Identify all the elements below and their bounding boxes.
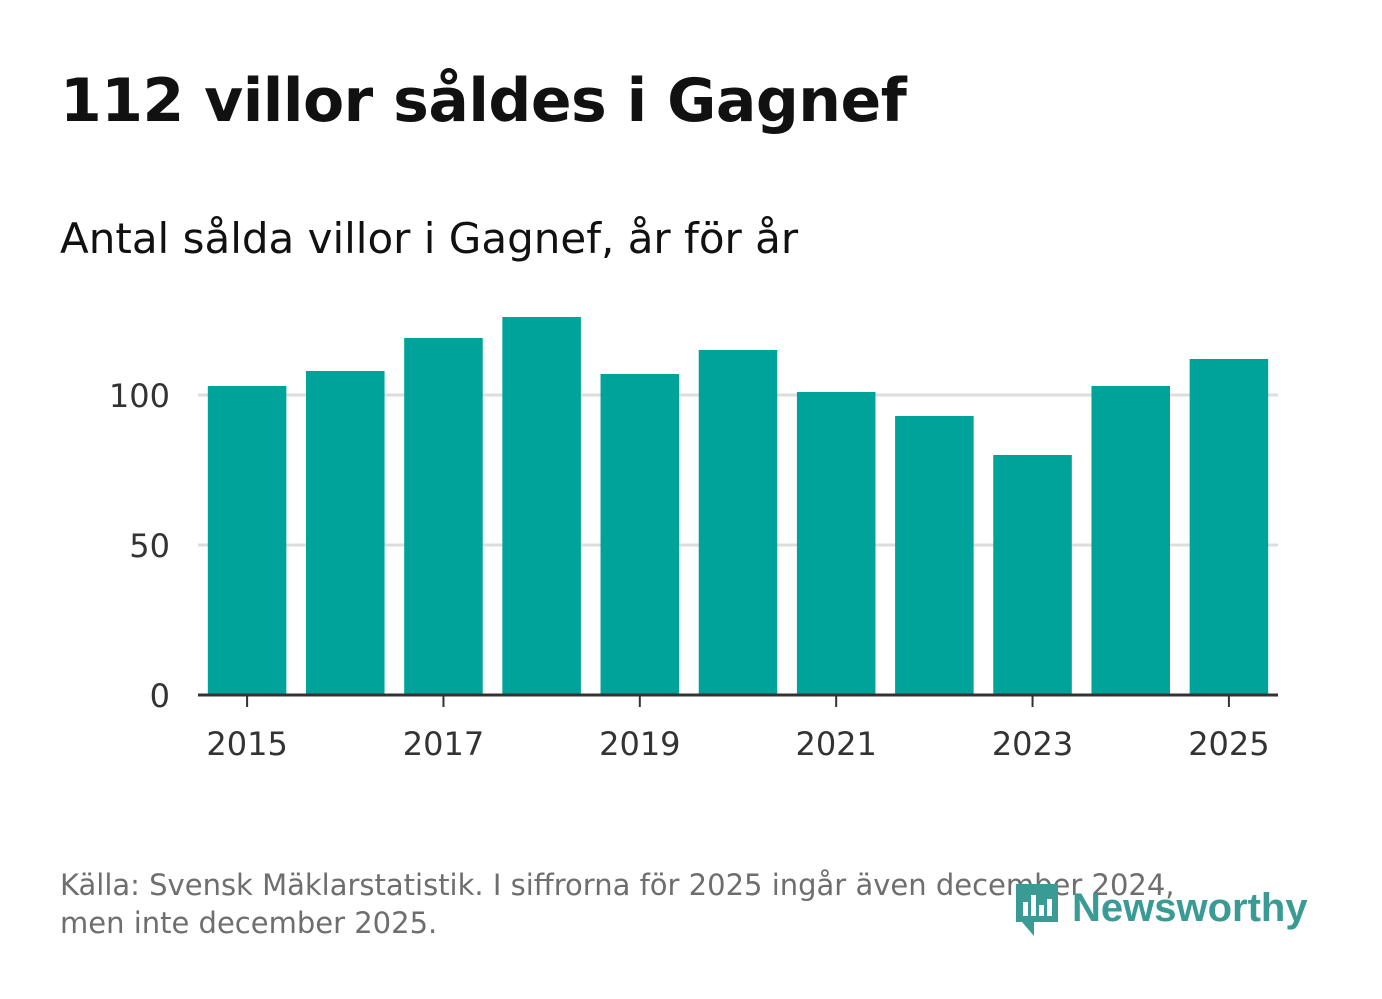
y-tick-label-50: 50 — [129, 527, 170, 565]
bar-2022 — [895, 416, 974, 695]
y-tick-label-0: 0 — [150, 677, 170, 715]
bar-2015 — [207, 386, 287, 695]
bar-2016 — [306, 371, 385, 695]
y-tick-label-100: 100 — [109, 377, 170, 415]
newsworthy-logo-icon — [1016, 884, 1058, 936]
x-tick-label-2025: 2025 — [1188, 725, 1269, 763]
brand-name: Newsworthy — [1072, 885, 1308, 930]
bar-2025 — [1189, 359, 1269, 695]
bar-2023 — [993, 455, 1072, 695]
bar-2020 — [698, 350, 778, 695]
x-tick-label-2019: 2019 — [599, 725, 680, 763]
bar-2017 — [404, 338, 483, 695]
x-tick-label-2023: 2023 — [992, 725, 1073, 763]
x-tick-label-2015: 2015 — [206, 725, 287, 763]
chart-subtitle: Antal sålda villor i Gagnef, år för år — [60, 214, 799, 263]
x-tick-label-2017: 2017 — [403, 725, 484, 763]
bar-2019 — [600, 374, 680, 695]
brand-logo: Newsworthy — [1012, 878, 1308, 938]
bar-2021 — [796, 392, 876, 695]
bar-2024 — [1091, 386, 1170, 695]
source-note: Källa: Svensk Mäklarstatistik. I siffror… — [60, 866, 1260, 942]
page-title: 112 villor såldes i Gagnef — [60, 66, 907, 136]
bar-2018 — [502, 317, 581, 695]
source-line-1: Källa: Svensk Mäklarstatistik. I siffror… — [60, 868, 1175, 902]
source-line-2: men inte december 2025. — [60, 906, 438, 940]
x-tick-label-2021: 2021 — [795, 725, 876, 763]
